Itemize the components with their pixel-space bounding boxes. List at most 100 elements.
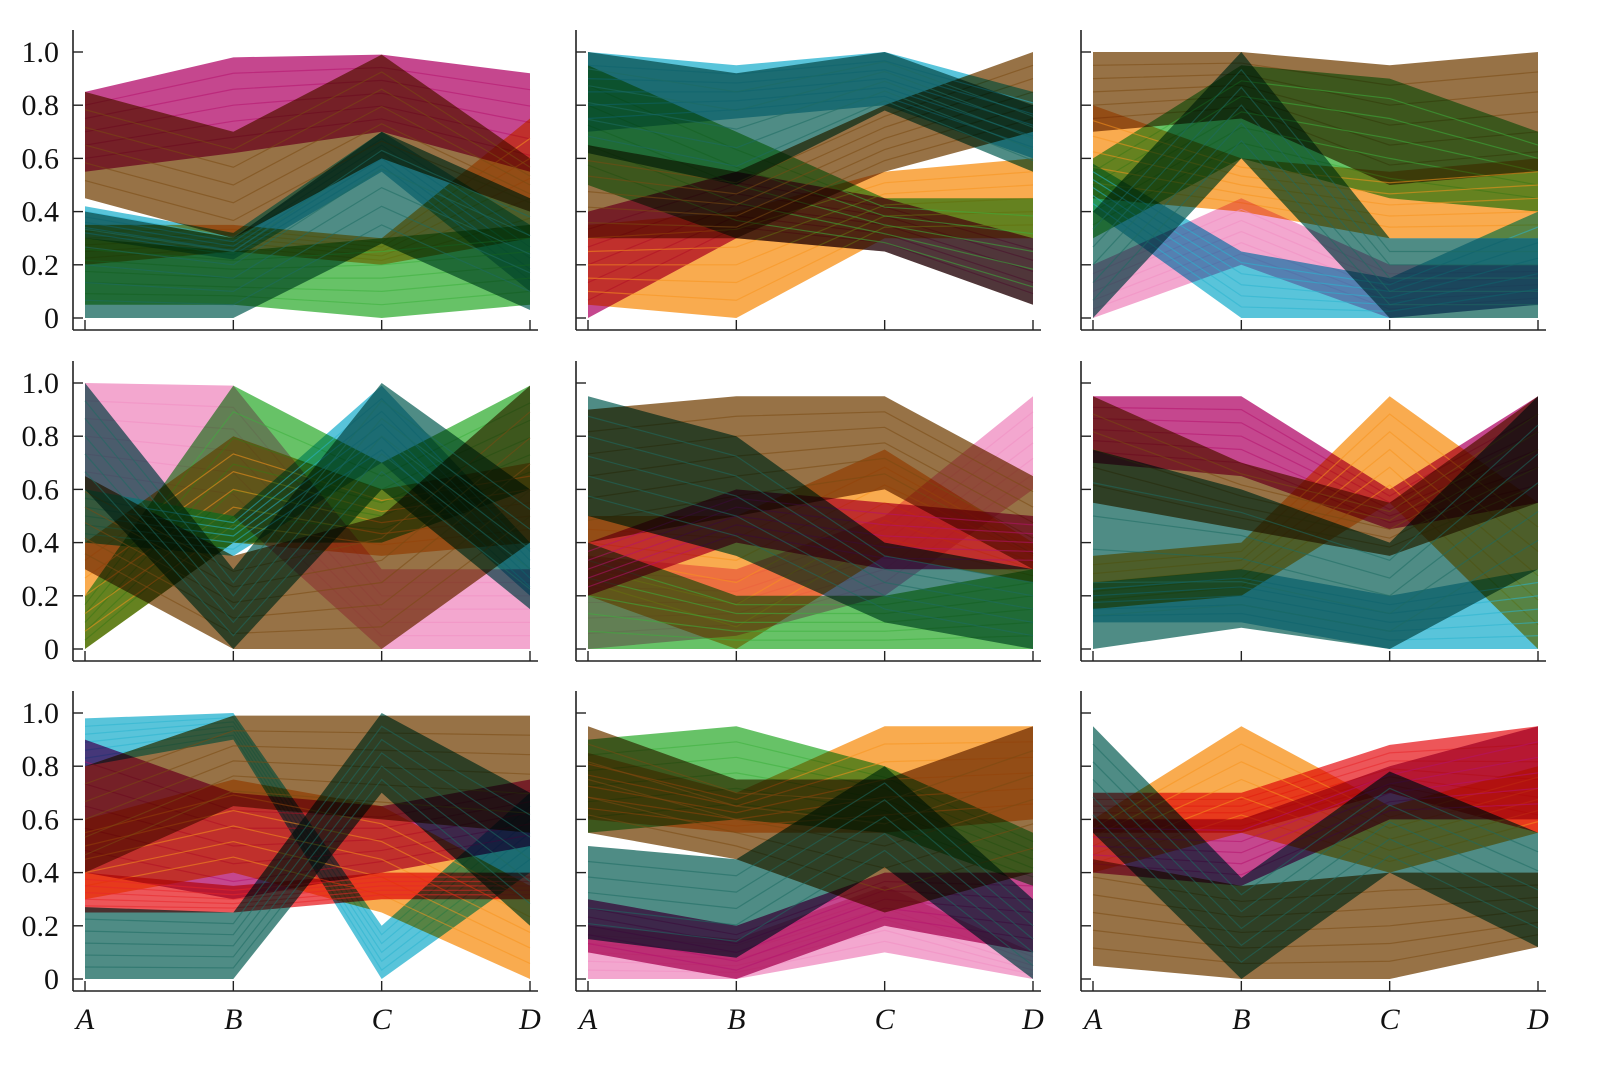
band-4-streak xyxy=(1092,921,1539,949)
band-5-streak xyxy=(84,515,531,635)
x-tick-label: B xyxy=(727,1003,745,1036)
band-6 xyxy=(85,383,530,649)
band-1-streak xyxy=(84,79,531,120)
band-6 xyxy=(588,766,1033,979)
x-tick-label: D xyxy=(1021,1003,1044,1036)
y-tick-label: 0.2 xyxy=(22,580,60,613)
band-5-streak xyxy=(84,71,531,168)
band-4-streak xyxy=(1092,934,1539,965)
x-tick-label: C xyxy=(372,1003,393,1036)
band-6-streak xyxy=(84,399,531,584)
band-6-streak xyxy=(1092,122,1538,292)
band-4-streak xyxy=(587,916,1034,971)
band-6-streak xyxy=(587,80,1034,140)
band-6-streak xyxy=(84,149,531,253)
y-tick-label: 0.6 xyxy=(22,803,60,836)
band-6-streak xyxy=(587,90,1034,151)
band-6-streak xyxy=(587,61,1034,117)
y-tick-label: 0.2 xyxy=(22,249,60,282)
y-tick-label: 1.0 xyxy=(22,367,60,400)
band-6-streak xyxy=(84,186,531,279)
panel-4: 0 0.2 0.4 0.6 0.8 1.0 xyxy=(22,361,538,666)
y-tick-label: 0.4 xyxy=(22,857,60,890)
band-6-streak xyxy=(1092,104,1538,279)
band-6-streak xyxy=(84,205,531,293)
band-6-streak xyxy=(84,765,531,958)
band-6-streak xyxy=(84,738,531,936)
panel-5 xyxy=(575,361,1041,662)
y-tick-label: 0.2 xyxy=(22,910,60,943)
band-6-streak xyxy=(84,453,531,624)
band-6-streak xyxy=(84,417,531,597)
panel-7: 0 0.2 0.4 0.6 0.8 1.0 A B C D xyxy=(22,691,541,1036)
band-6-streak xyxy=(84,224,531,306)
panel-1: 0 0.2 0.4 0.6 0.8 1.0 xyxy=(22,30,538,335)
band-6-streak xyxy=(84,168,531,266)
panel-8: A B C D xyxy=(575,691,1044,1036)
band-6 xyxy=(85,131,530,318)
band-6-streak xyxy=(587,782,1034,913)
band-6-streak xyxy=(587,475,1034,623)
band-5-streak xyxy=(1092,511,1539,615)
x-tick-label: D xyxy=(1526,1003,1549,1036)
band-4-streak xyxy=(1092,413,1539,513)
panel-9: A B C D xyxy=(1080,691,1549,1036)
band-5-streak xyxy=(587,743,1034,803)
y-tick-label: 0.6 xyxy=(22,473,60,506)
band-6-streak xyxy=(1092,139,1538,306)
band-6-streak xyxy=(587,100,1034,168)
band-3-streak xyxy=(587,630,1034,641)
band-5-streak xyxy=(1092,779,1539,930)
y-tick-label: 0.8 xyxy=(22,420,60,453)
band-5 xyxy=(1093,396,1538,649)
x-tick-label: A xyxy=(577,1003,598,1036)
band-4-streak xyxy=(84,880,530,896)
y-tick-label: 1.0 xyxy=(22,697,60,730)
band-5-streak xyxy=(84,730,531,785)
band-6-streak xyxy=(587,495,1034,637)
band-6-streak xyxy=(587,849,1034,967)
band-6-streak xyxy=(84,435,531,611)
band-5-streak xyxy=(1092,539,1539,632)
x-tick-label: C xyxy=(875,1003,896,1036)
band-5-streak xyxy=(1092,453,1539,579)
band-2-streak xyxy=(1092,80,1539,173)
panel-6 xyxy=(1080,361,1546,662)
band-1-streak xyxy=(587,940,1034,976)
y-tick-label: 0 xyxy=(44,302,59,335)
y-tick-label: 0.4 xyxy=(22,196,60,229)
band-6-streak xyxy=(587,70,1034,128)
band-4-streak xyxy=(1092,909,1539,934)
band-5-streak xyxy=(84,745,531,803)
panel-3 xyxy=(1080,30,1546,331)
band-6-streak xyxy=(587,435,1034,597)
x-tick-label: C xyxy=(1380,1003,1401,1036)
band-6-streak xyxy=(587,455,1034,610)
y-tick-label: 0 xyxy=(44,633,59,666)
x-tick-label: A xyxy=(74,1003,95,1036)
band-6-streak xyxy=(587,816,1034,940)
band-5-streak xyxy=(84,105,531,186)
x-tick-label: A xyxy=(1082,1003,1103,1036)
band-6-streak xyxy=(1092,86,1538,266)
band-5-streak xyxy=(1092,482,1539,597)
band-6-streak xyxy=(84,725,531,925)
y-tick-label: 0.6 xyxy=(22,142,60,175)
band-5-streak xyxy=(1092,796,1539,947)
band-6-streak xyxy=(587,799,1034,927)
panel-2 xyxy=(575,30,1041,331)
band-6-streak xyxy=(84,752,531,947)
band-5-streak xyxy=(84,88,531,177)
band-6-streak xyxy=(84,778,531,969)
band-5-streak xyxy=(1092,814,1539,963)
x-tick-label: D xyxy=(518,1003,541,1036)
band-4-streak xyxy=(84,885,530,900)
band-4-streak xyxy=(84,889,530,905)
band-5-streak xyxy=(1092,761,1539,913)
band-4-streak xyxy=(84,894,530,909)
y-tick-label: 0.8 xyxy=(22,89,60,122)
band-6-streak xyxy=(587,415,1034,584)
band-6-streak xyxy=(1092,68,1538,253)
band-5 xyxy=(1093,726,1538,979)
